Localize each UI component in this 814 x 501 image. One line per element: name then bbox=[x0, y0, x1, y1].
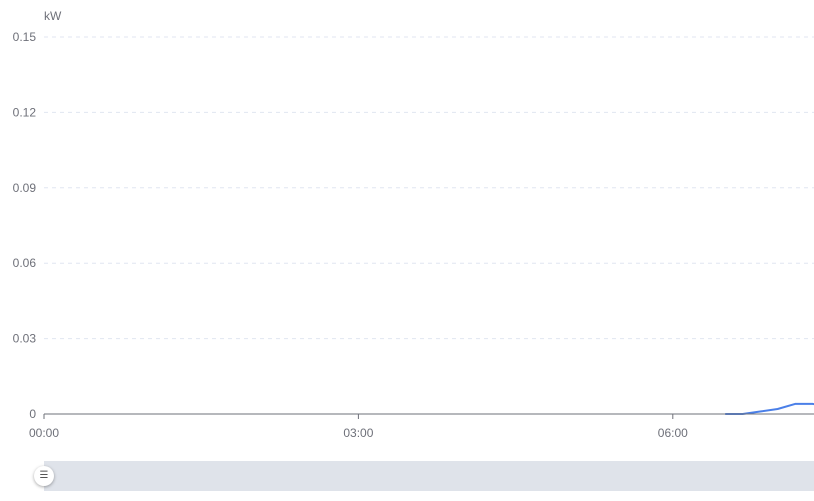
y-tick-label: 0 bbox=[29, 407, 36, 421]
y-axis-unit-label: kW bbox=[44, 9, 62, 23]
grip-lines-icon: ☰ bbox=[39, 470, 49, 481]
zoom-slider-handle[interactable]: ☰ bbox=[34, 466, 54, 486]
x-tick-label: 00:00 bbox=[29, 426, 59, 440]
y-tick-label: 0.06 bbox=[13, 256, 37, 270]
zoom-slider-track[interactable] bbox=[44, 461, 814, 491]
area-fill bbox=[725, 403, 814, 414]
y-tick-label: 0.03 bbox=[13, 332, 37, 346]
y-tick-label: 0.12 bbox=[13, 105, 37, 119]
y-tick-label: 0.09 bbox=[13, 181, 37, 195]
series-line bbox=[725, 402, 814, 415]
y-tick-label: 0.15 bbox=[13, 30, 37, 44]
x-tick-label: 06:00 bbox=[658, 426, 688, 440]
axes: 00.030.060.090.120.1500:0003:0006:0009:0… bbox=[13, 30, 814, 440]
x-tick-label: 03:00 bbox=[343, 426, 373, 440]
grid-lines bbox=[44, 36, 814, 340]
area-series bbox=[725, 402, 814, 415]
